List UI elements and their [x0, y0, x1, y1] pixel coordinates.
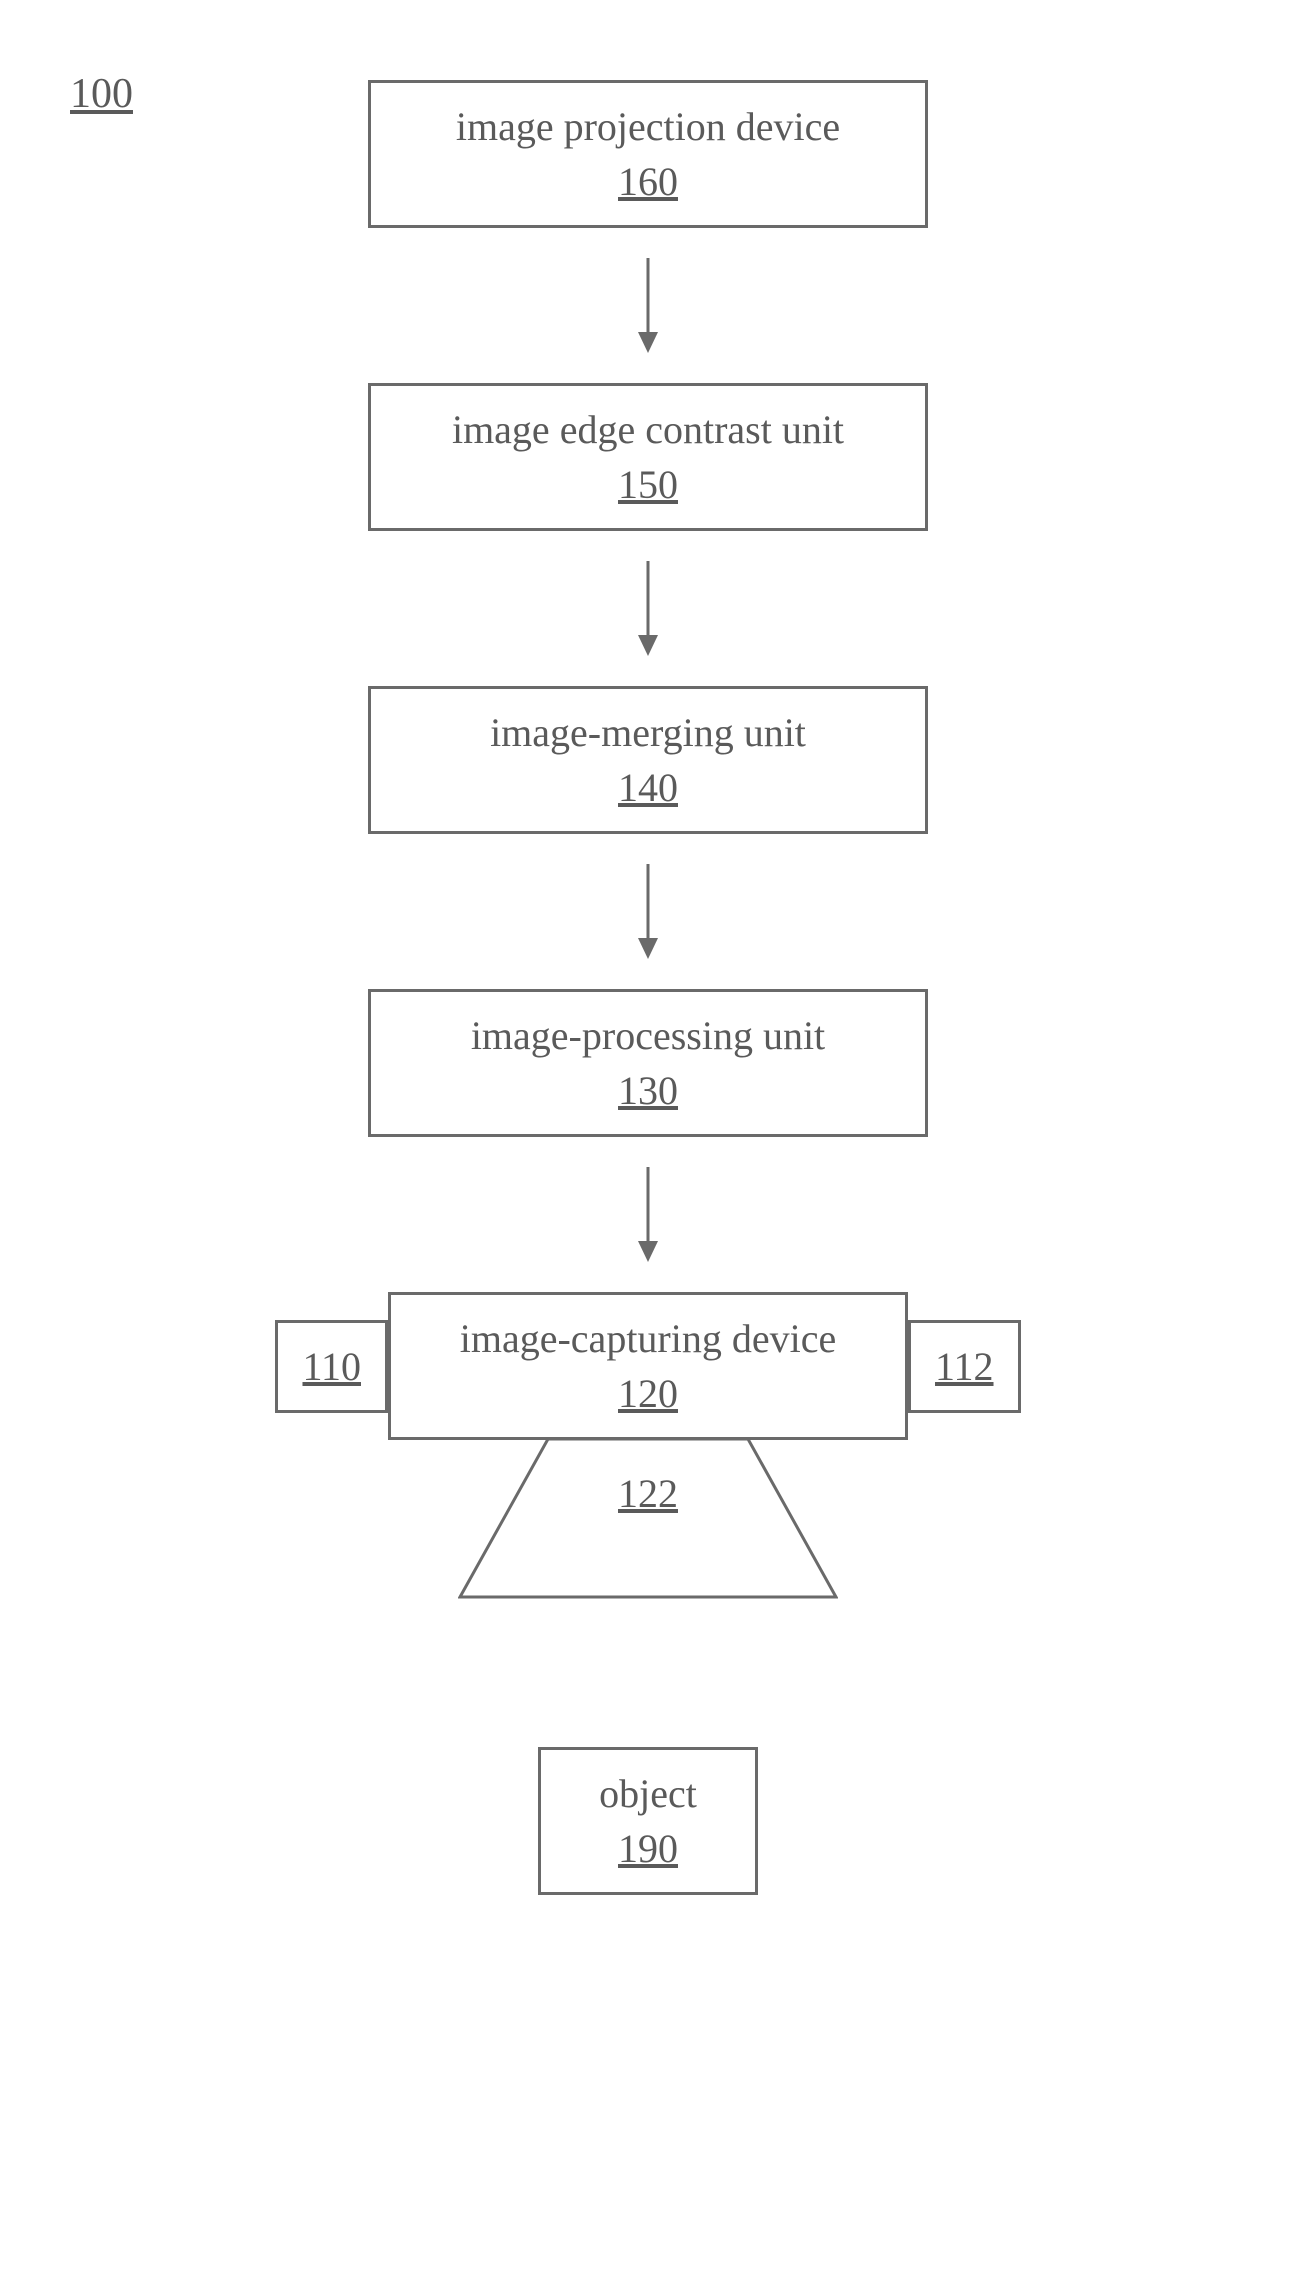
- arrow-down-icon: [633, 561, 663, 656]
- block-processing-number: 130: [411, 1067, 885, 1114]
- block-merging: image-merging unit 140: [368, 686, 928, 834]
- block-side-left: 110: [275, 1320, 388, 1413]
- block-edge-contrast-label: image edge contrast unit: [411, 406, 885, 453]
- block-merging-label: image-merging unit: [411, 709, 885, 756]
- block-edge-contrast-number: 150: [411, 461, 885, 508]
- flowchart-container: image projection device 160 image edge c…: [198, 80, 1098, 1895]
- block-merging-number: 140: [411, 764, 885, 811]
- block-projection-number: 160: [411, 158, 885, 205]
- block-object: object 190: [538, 1747, 758, 1895]
- block-object-number: 190: [581, 1825, 715, 1872]
- block-side-right: 112: [908, 1320, 1021, 1413]
- block-edge-contrast: image edge contrast unit 150: [368, 383, 928, 531]
- block-side-left-number: 110: [302, 1343, 361, 1390]
- arrow-2: [198, 531, 1098, 686]
- block-projection: image projection device 160: [368, 80, 928, 228]
- system-reference-label: 100: [70, 70, 133, 118]
- trapezoid-number: 122: [618, 1471, 678, 1516]
- block-capture-label: image-capturing device: [431, 1315, 865, 1362]
- arrow-down-icon: [633, 258, 663, 353]
- arrow-4: [198, 1137, 1098, 1292]
- block-side-right-number: 112: [935, 1343, 994, 1390]
- block-projection-label: image projection device: [411, 103, 885, 150]
- block-capture-number: 120: [431, 1370, 865, 1417]
- block-object-label: object: [581, 1770, 715, 1817]
- arrow-down-icon: [633, 864, 663, 959]
- trapezoid-shape: 122: [458, 1437, 838, 1602]
- arrow-1: [198, 228, 1098, 383]
- arrow-3: [198, 834, 1098, 989]
- block-processing-label: image-processing unit: [411, 1012, 885, 1059]
- arrow-down-icon: [633, 1167, 663, 1262]
- capture-row: 110 image-capturing device 120 112: [198, 1292, 1098, 1440]
- block-processing: image-processing unit 130: [368, 989, 928, 1137]
- trapezoid-container: 122: [198, 1437, 1098, 1607]
- block-capture: image-capturing device 120: [388, 1292, 908, 1440]
